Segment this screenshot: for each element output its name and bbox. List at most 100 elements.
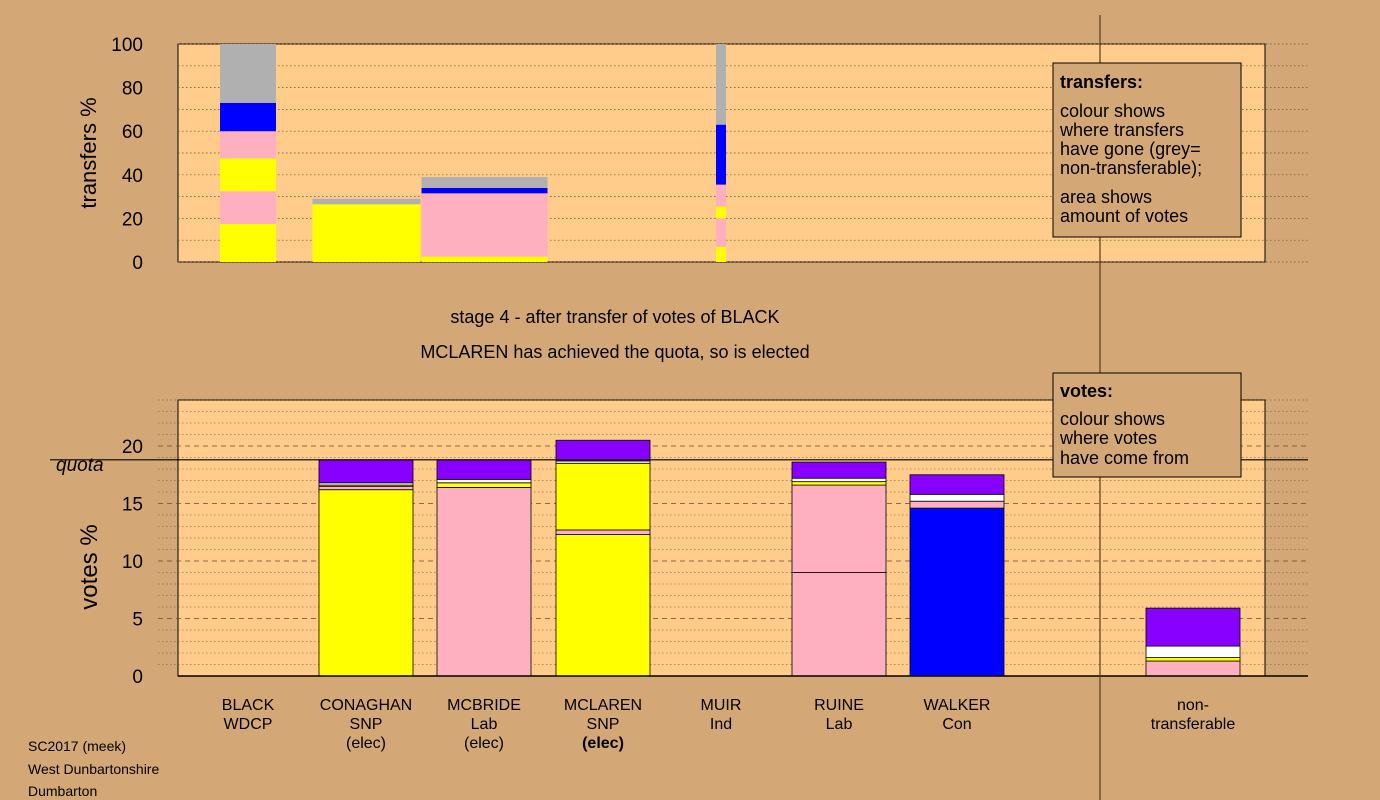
transfer-segment-muir <box>716 246 726 262</box>
votes-legend-title: votes: <box>1060 381 1113 401</box>
vote-segment-conaghan <box>318 459 414 484</box>
stage-caption: stage 4 - after transfer of votes of BLA… <box>450 307 779 327</box>
y-tick-label: 60 <box>122 122 143 143</box>
candidate-name: RUINE <box>814 697 864 714</box>
elected-caption: MCLAREN has achieved the quota, so is el… <box>420 342 809 362</box>
candidate-status: (elec) <box>464 735 504 752</box>
transfer-segment-mcbride <box>421 187 548 194</box>
transfers-legend-line: where transfers <box>1059 120 1184 140</box>
transfers-legend-line: colour shows <box>1060 101 1165 121</box>
transfer-segment-muir <box>716 184 726 207</box>
vote-segment-mclaren <box>555 529 651 535</box>
candidate-party: SNP <box>587 716 620 733</box>
transfers-legend-line: non-transferable); <box>1060 158 1202 178</box>
votes-legend: votes: colour shows where votes have com… <box>1052 372 1242 478</box>
candidate-labels: BLACK WDCP CONAGHAN SNP (elec) MCBRIDE L… <box>222 697 1236 752</box>
transfer-segment-muir <box>716 44 726 125</box>
vote-segment-walker <box>909 500 1005 509</box>
candidate-name: non- <box>1177 697 1209 714</box>
candidate-party: SNP <box>350 716 383 733</box>
vote-segment-mclaren <box>555 439 651 462</box>
quota-label: quota <box>56 455 104 476</box>
candidate-name: MCBRIDE <box>447 697 521 714</box>
transfer-segment-black <box>220 191 276 224</box>
y-tick-label: 80 <box>122 79 143 100</box>
vote-segment-ruine <box>791 461 887 479</box>
y-tick-label: 10 <box>122 552 143 573</box>
transfers-legend: transfers: colour shows where transfers … <box>1052 62 1242 238</box>
vote-segment-ruine <box>791 484 887 573</box>
candidate-party: Ind <box>710 716 732 733</box>
y-tick-label: 20 <box>122 209 143 230</box>
transfer-segment-conaghan <box>312 198 421 205</box>
y-tick-label: 0 <box>132 253 143 274</box>
candidate-party: transferable <box>1151 716 1236 733</box>
vote-segment-mcbride <box>436 459 532 480</box>
candidate-party: Con <box>942 716 971 733</box>
transfer-segment-mcbride <box>421 176 548 188</box>
votes-legend-line: have come from <box>1060 448 1189 468</box>
vote-segment-walker <box>909 493 1005 502</box>
transfers-legend-line: amount of votes <box>1060 206 1188 226</box>
vote-segment-mcbride <box>436 486 532 677</box>
candidate-name: WALKER <box>924 697 991 714</box>
candidate-name: MUIR <box>701 697 742 714</box>
vote-segment-ruine <box>791 481 887 486</box>
footer-line: Dumbarton <box>28 783 97 799</box>
votes-y-ticks: 0 5 10 15 20 <box>122 437 143 688</box>
candidate-name: BLACK <box>222 697 275 714</box>
transfer-segment-conaghan <box>312 204 421 262</box>
transfer-segment-muir <box>716 218 726 247</box>
transfer-segment-black <box>220 131 276 159</box>
vote-segment-walker <box>909 507 1005 677</box>
transfers-legend-title: transfers: <box>1060 72 1143 92</box>
y-tick-label: 20 <box>122 437 143 458</box>
transfers-y-axis-label: transfers % <box>76 97 101 208</box>
transfer-segment-mcbride <box>421 193 548 257</box>
transfers-legend-line: area shows <box>1060 187 1152 207</box>
transfer-segment-muir <box>716 124 726 185</box>
candidate-name: CONAGHAN <box>320 697 412 714</box>
candidate-status: (elec) <box>582 735 624 752</box>
candidate-party: Lab <box>826 716 853 733</box>
transfer-segment-black <box>220 158 276 192</box>
vote-segment-non-transferable <box>1145 645 1241 658</box>
vote-segment-conaghan <box>318 485 414 491</box>
vote-segment-ruine <box>791 477 887 483</box>
transfers-y-ticks: 0 20 40 60 80 100 <box>111 35 143 274</box>
y-tick-label: 15 <box>122 495 143 516</box>
candidate-party: Lab <box>471 716 498 733</box>
transfers-bars <box>220 44 726 262</box>
y-tick-label: 100 <box>111 35 143 56</box>
votes-legend-line: colour shows <box>1060 409 1165 429</box>
transfers-legend-line: have gone (grey= <box>1060 139 1201 159</box>
y-tick-label: 40 <box>122 166 143 187</box>
y-tick-label: 5 <box>132 610 143 631</box>
candidate-party: WDCP <box>224 716 273 733</box>
votes-legend-line: where votes <box>1059 428 1157 448</box>
votes-bars <box>318 439 1241 677</box>
vote-segment-mclaren <box>555 462 651 531</box>
transfer-segment-black <box>220 223 276 262</box>
footer: SC2017 (meek) West Dunbartonshire Dumbar… <box>28 738 159 799</box>
votes-y-axis-label: votes % <box>76 524 103 609</box>
y-tick-label: 0 <box>132 667 143 688</box>
footer-line: SC2017 (meek) <box>28 738 126 754</box>
transfers-gridlines <box>178 43 1308 263</box>
vote-segment-non-transferable <box>1145 607 1241 647</box>
transfer-segment-black <box>220 102 276 132</box>
vote-segment-conaghan <box>318 489 414 677</box>
vote-segment-non-transferable <box>1145 657 1241 662</box>
vote-segment-mclaren <box>555 534 651 677</box>
transfer-segment-black <box>220 44 276 103</box>
vote-segment-walker <box>909 474 1005 495</box>
vote-segment-mcbride <box>436 478 532 484</box>
candidate-status: (elec) <box>346 735 386 752</box>
vote-segment-mcbride <box>436 482 532 488</box>
transfer-segment-muir <box>716 206 726 219</box>
candidate-name: MCLAREN <box>564 697 642 714</box>
vote-segment-non-transferable <box>1145 660 1241 677</box>
vote-segment-ruine <box>791 572 887 677</box>
footer-line: West Dunbartonshire <box>28 761 159 777</box>
